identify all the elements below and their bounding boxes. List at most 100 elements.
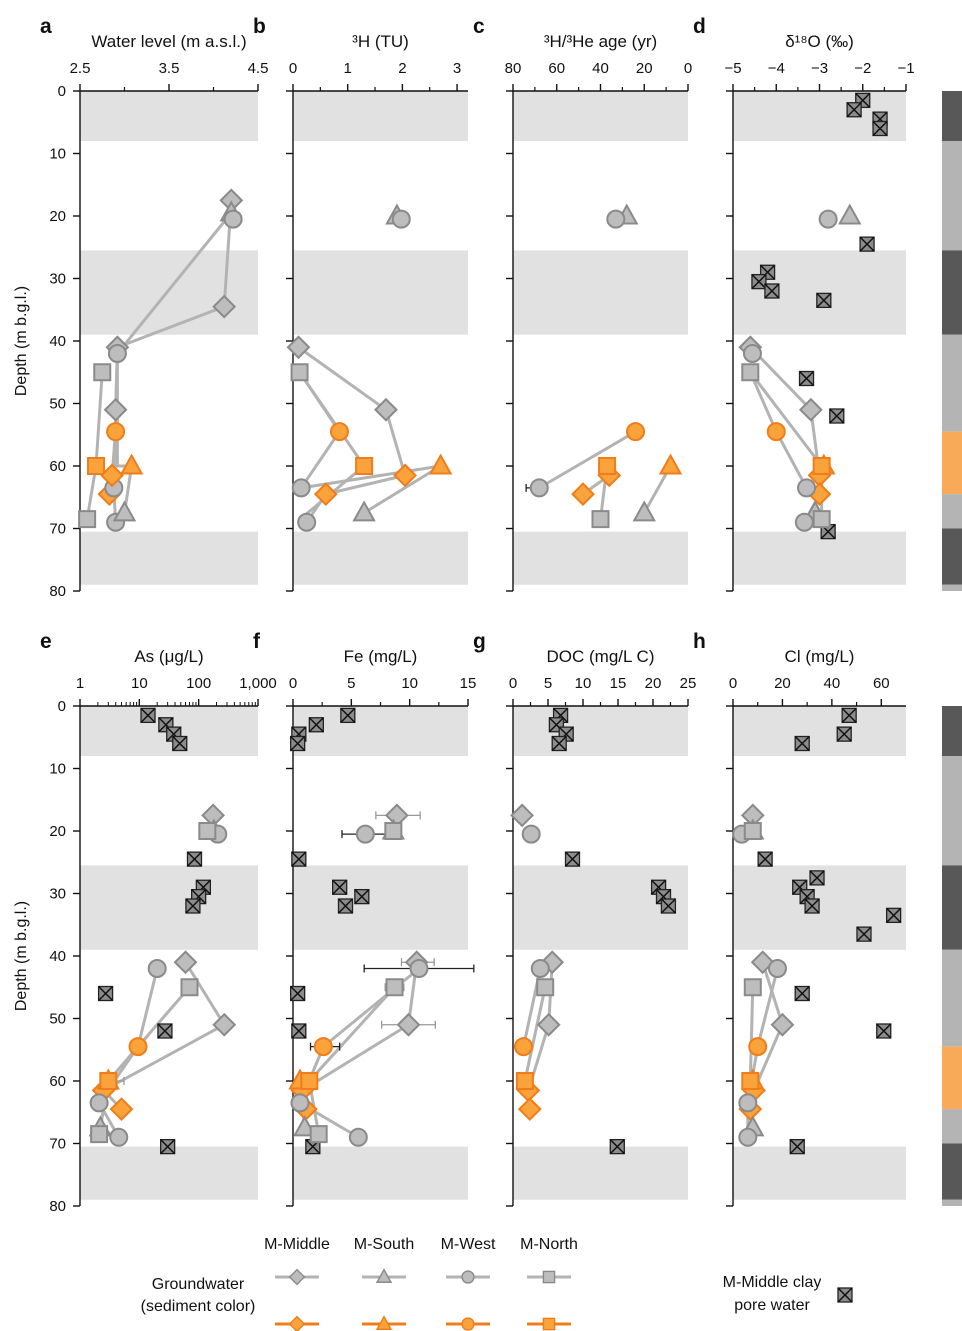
pore-water-point xyxy=(856,926,872,942)
groundwater-point xyxy=(297,512,317,532)
groundwater-point xyxy=(352,500,376,522)
x-tick-label: 3 xyxy=(453,60,461,77)
x-tick-label: 3.5 xyxy=(159,60,180,77)
clay-band xyxy=(293,91,468,141)
pore-water-point xyxy=(764,283,780,299)
x-tick-label: 1 xyxy=(76,675,84,692)
x-tick-label: 2.5 xyxy=(70,60,91,77)
sediment-strip-1 xyxy=(942,91,962,591)
pore-water-point xyxy=(290,985,306,1002)
pore-cross xyxy=(876,1023,892,1039)
pore-water-point xyxy=(794,735,810,752)
groundwater-orange-point xyxy=(109,1097,134,1122)
pore-water-point xyxy=(798,370,815,387)
groundwater-point xyxy=(812,510,831,529)
x-tick-label: 20 xyxy=(774,675,791,692)
y-tick-label: 70 xyxy=(49,521,66,538)
series-line xyxy=(748,987,755,1082)
groundwater-point xyxy=(770,1012,795,1037)
y-tick-label: 40 xyxy=(49,333,66,350)
pore-cross xyxy=(290,985,306,1002)
y-tick-label: 60 xyxy=(49,1073,66,1090)
clay-band xyxy=(513,706,688,756)
pore-water-point xyxy=(551,735,567,752)
groundwater-point xyxy=(409,959,429,978)
clay-band xyxy=(513,250,688,335)
clay-band xyxy=(80,91,258,141)
pore-cross xyxy=(609,1139,625,1155)
pore-water-point xyxy=(789,1138,805,1155)
groundwater-point xyxy=(741,363,760,382)
legend-marker-gray xyxy=(288,1268,306,1286)
groundwater-point xyxy=(818,209,838,229)
legend-series-label: M-North xyxy=(520,1236,578,1253)
x-tick-label: 60 xyxy=(873,675,890,692)
clay-band xyxy=(80,865,258,950)
panel-b: 0 1 2 3 b ³H (TU) xyxy=(253,15,468,592)
pore-cross xyxy=(751,274,767,290)
pore-cross xyxy=(354,889,370,905)
x-tick-label: 20 xyxy=(645,675,662,692)
pore-water-point xyxy=(829,408,845,424)
y-tick-label: 80 xyxy=(49,583,66,600)
groundwater-point xyxy=(606,209,626,229)
clay-band xyxy=(80,531,258,585)
clay-band xyxy=(293,250,468,335)
pore-cross xyxy=(856,926,872,942)
pore-water-point xyxy=(308,717,324,733)
groundwater-orange-point xyxy=(571,482,595,507)
groundwater-point xyxy=(374,397,398,422)
x-tick-label: −1 xyxy=(897,60,914,77)
pore-cross xyxy=(836,726,852,742)
groundwater-point xyxy=(750,950,775,975)
strip-segment xyxy=(942,865,962,950)
groundwater-point xyxy=(536,1012,561,1037)
legend-marker-gray xyxy=(542,1270,556,1284)
pore-water-point xyxy=(885,907,902,924)
groundwater-point xyxy=(530,959,550,978)
x-tick-label: 0 xyxy=(289,675,297,692)
pore-water-point xyxy=(340,707,356,724)
clay-band xyxy=(733,531,906,585)
groundwater-orange-point xyxy=(428,453,453,475)
groundwater-orange-point xyxy=(87,457,106,475)
pore-water-point xyxy=(816,292,832,309)
groundwater-point xyxy=(286,335,311,360)
groundwater-orange-point xyxy=(741,1072,760,1090)
pore-water-point xyxy=(859,236,875,252)
legend-groundwater-label: Groundwater xyxy=(152,1276,245,1293)
pore-water-point xyxy=(757,851,773,867)
pore-water-point xyxy=(157,1023,173,1039)
strip-segment xyxy=(942,1046,962,1110)
legend-pore-label: pore water xyxy=(734,1297,810,1314)
series-line xyxy=(85,372,104,520)
panel-letter: c xyxy=(473,15,485,38)
pore-cross xyxy=(859,236,875,252)
x-tick-label: 0 xyxy=(289,60,297,77)
pore-cross xyxy=(98,985,114,1002)
legend-groundwater-label: (sediment color) xyxy=(141,1298,256,1315)
strip-segment xyxy=(942,528,962,585)
clay-band xyxy=(293,1146,468,1200)
groundwater-orange-point xyxy=(812,457,831,475)
y-tick-label: 40 xyxy=(49,948,66,965)
pore-water-point xyxy=(876,1023,892,1039)
panel-title: Water level (m a.s.l.) xyxy=(91,32,246,51)
groundwater-point xyxy=(100,463,124,488)
groundwater-orange-point xyxy=(119,453,144,475)
x-tick-label: 2 xyxy=(398,60,406,77)
pore-water-point xyxy=(660,898,677,914)
groundwater-orange-point xyxy=(658,453,683,475)
pore-cross xyxy=(185,898,201,914)
pore-water-point xyxy=(159,1138,176,1155)
x-tick-label: −5 xyxy=(724,60,741,77)
y-axis-label: Depth (m b.g.l.) xyxy=(13,901,30,1011)
x-tick-label: 20 xyxy=(636,60,653,77)
x-tick-label: 0 xyxy=(684,60,692,77)
groundwater-orange-point xyxy=(128,1037,148,1057)
pore-cross xyxy=(816,292,832,308)
panel-c: 80 60 40 20 0 c ³H/³He age (yr) xyxy=(473,15,692,592)
groundwater-point xyxy=(738,1127,758,1147)
groundwater-orange-point xyxy=(393,463,418,488)
groundwater-point xyxy=(109,1127,129,1147)
